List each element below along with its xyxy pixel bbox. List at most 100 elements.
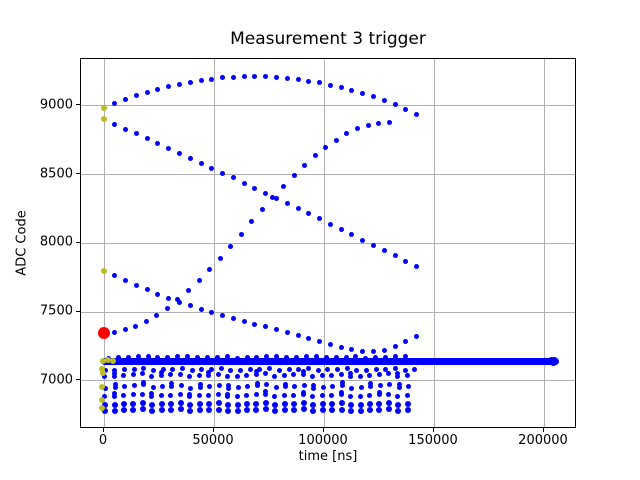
row-6895-point — [348, 394, 354, 400]
descending-curve-point — [371, 242, 376, 248]
descending-curve-point — [133, 131, 139, 137]
band-bumps-top-point — [175, 354, 181, 360]
top-arc-curve-point — [230, 74, 236, 80]
dip-curve-point — [263, 324, 269, 330]
row-6960-point — [377, 383, 383, 389]
dip-curve-point — [306, 335, 312, 341]
descending-curve-point — [295, 206, 301, 211]
band-bumps-bottom-point — [267, 365, 273, 371]
x-tick-mark — [432, 428, 434, 432]
descending-curve-point — [112, 121, 118, 127]
rising-curve-point — [228, 243, 234, 249]
rising-curve-point — [238, 231, 244, 237]
y-tick-mark — [76, 379, 80, 381]
dip-curve-point — [144, 287, 150, 293]
row-6830-point — [366, 401, 373, 408]
row-6960-twin-point — [311, 382, 317, 388]
row-6786-point — [149, 407, 156, 414]
row-6960-point — [112, 384, 118, 390]
row-7040-point — [338, 371, 344, 377]
rising-curve-point — [112, 329, 118, 335]
row-6960-point — [103, 385, 109, 391]
row-7040-point — [291, 372, 297, 378]
rising-curve-point — [122, 327, 128, 333]
row-6830-point — [244, 401, 250, 408]
descending-curve-point — [273, 195, 279, 201]
dip-curve-point — [123, 278, 129, 284]
band-bumps-bottom-point — [344, 366, 350, 372]
trigger-time-samples-point — [104, 356, 111, 363]
row-6895-twin-point — [149, 391, 155, 397]
row-6830-point — [329, 400, 336, 407]
band-bumps-bottom-point — [402, 367, 408, 373]
row-6960-point — [245, 384, 251, 390]
row-6960-twin-point — [197, 381, 203, 387]
rising-curve-point — [365, 122, 371, 128]
band-bumps-top-point — [185, 354, 191, 359]
band-bumps-bottom-point — [209, 366, 215, 372]
row-6895-twin-point — [187, 391, 193, 397]
row-6830-point — [395, 401, 402, 408]
y-tick-label: 9000 — [39, 97, 73, 113]
top-arc-curve-point — [317, 80, 323, 86]
trigger-time-samples-point — [99, 366, 106, 373]
top-arc-curve-point — [306, 78, 312, 84]
row-6786-point — [130, 406, 137, 413]
descending-curve-point — [349, 232, 355, 238]
band-bumps-bottom-point — [315, 367, 321, 373]
row-7040-point — [111, 373, 117, 379]
y-axis-label: ADC Code — [14, 210, 30, 276]
dense-baseline-band — [100, 358, 557, 366]
row-6895-point — [121, 393, 127, 399]
row-6960-point — [292, 383, 298, 389]
row-6786-point — [206, 406, 213, 413]
dip-curve-point — [198, 306, 204, 312]
row-6786-point — [395, 407, 402, 414]
row-7040-point — [225, 374, 231, 380]
dip-curve-point — [392, 343, 398, 349]
row-7040-point — [215, 371, 221, 377]
row-6895-point — [404, 393, 410, 399]
top-arc-curve-point — [112, 100, 118, 106]
y-tick-label: 8500 — [39, 166, 73, 182]
band-bumps-bottom-point — [131, 366, 137, 372]
dip-curve-point — [230, 316, 236, 322]
row-6960-point — [216, 383, 222, 389]
x-axis-label: time [ns] — [298, 449, 358, 464]
band-bumps-top-point — [195, 355, 200, 361]
row-6786-point — [177, 406, 184, 413]
row-7040-twin-point — [348, 371, 354, 377]
dip-curve-point — [295, 332, 301, 338]
band-bumps-top-point — [333, 354, 339, 360]
top-arc-curve-point — [349, 87, 355, 93]
row-6960-point — [339, 383, 345, 389]
band-bumps-top-point — [402, 353, 408, 359]
row-6960-point — [387, 382, 393, 388]
row-6960-point — [188, 385, 194, 391]
top-arc-curve-point — [198, 77, 204, 83]
row-6786-point — [348, 408, 355, 415]
row-6960-point — [264, 382, 270, 388]
row-6786-point — [262, 406, 269, 413]
row-6786-point — [357, 407, 364, 414]
row-6960-point — [405, 384, 411, 390]
descending-curve-point — [360, 237, 366, 243]
band-bumps-top-point — [155, 355, 161, 361]
rising-curve-point — [259, 207, 265, 213]
band-bumps-bottom-point — [141, 365, 147, 371]
band-bumps-bottom-point — [121, 367, 127, 373]
dip-curve-point — [176, 299, 182, 305]
row-7040-point — [158, 373, 164, 379]
row-6830-point — [196, 401, 203, 408]
x-tick-label: 50000 — [192, 433, 234, 448]
row-7040-point — [253, 372, 259, 378]
row-6786-point — [404, 407, 411, 414]
y-tick-mark — [76, 310, 80, 312]
row-6960-point — [207, 383, 213, 389]
row-6830-point — [234, 401, 241, 408]
x-tick-label: 200000 — [518, 433, 568, 448]
row-6895-point — [158, 393, 164, 399]
row-6960-twin-point — [169, 380, 175, 386]
row-6830-point — [272, 401, 279, 408]
band-bumps-top-point — [254, 354, 260, 360]
